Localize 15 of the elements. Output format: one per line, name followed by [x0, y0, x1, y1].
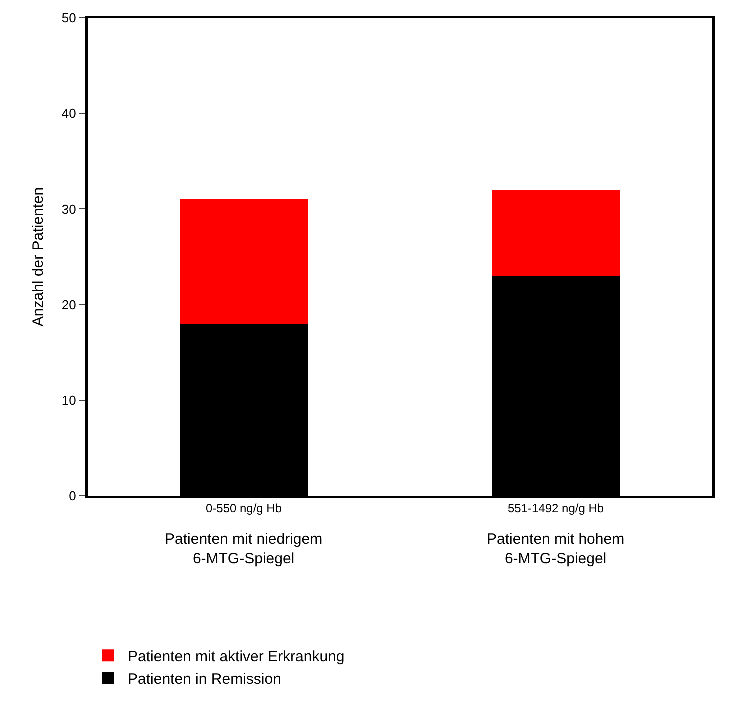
y-tick-label: 50 — [62, 10, 76, 26]
y-tick-label: 20 — [62, 297, 76, 312]
x-tick-label: 0-550 ng/g Hb — [206, 501, 282, 516]
bar — [180, 200, 308, 324]
y-tick-label: 10 — [62, 392, 76, 408]
y-tick-label: 0 — [69, 488, 76, 504]
x-tick-label: 551-1492 ng/g Hb — [508, 501, 604, 516]
bar — [492, 190, 620, 276]
y-tick-label: 30 — [62, 202, 76, 217]
legend-label: Patienten mit aktiver Erkrankung — [128, 648, 345, 666]
legend-label: Patienten in Remission — [128, 671, 282, 688]
y-tick-label: 40 — [62, 106, 76, 122]
y-axis-title: Anzahl der Patienten — [30, 187, 48, 327]
text: Patienten mit hohem 6-MTG-Spiegel — [487, 531, 625, 568]
text: Patienten mit niedrigem 6-MTG-Spiegel — [165, 531, 323, 568]
